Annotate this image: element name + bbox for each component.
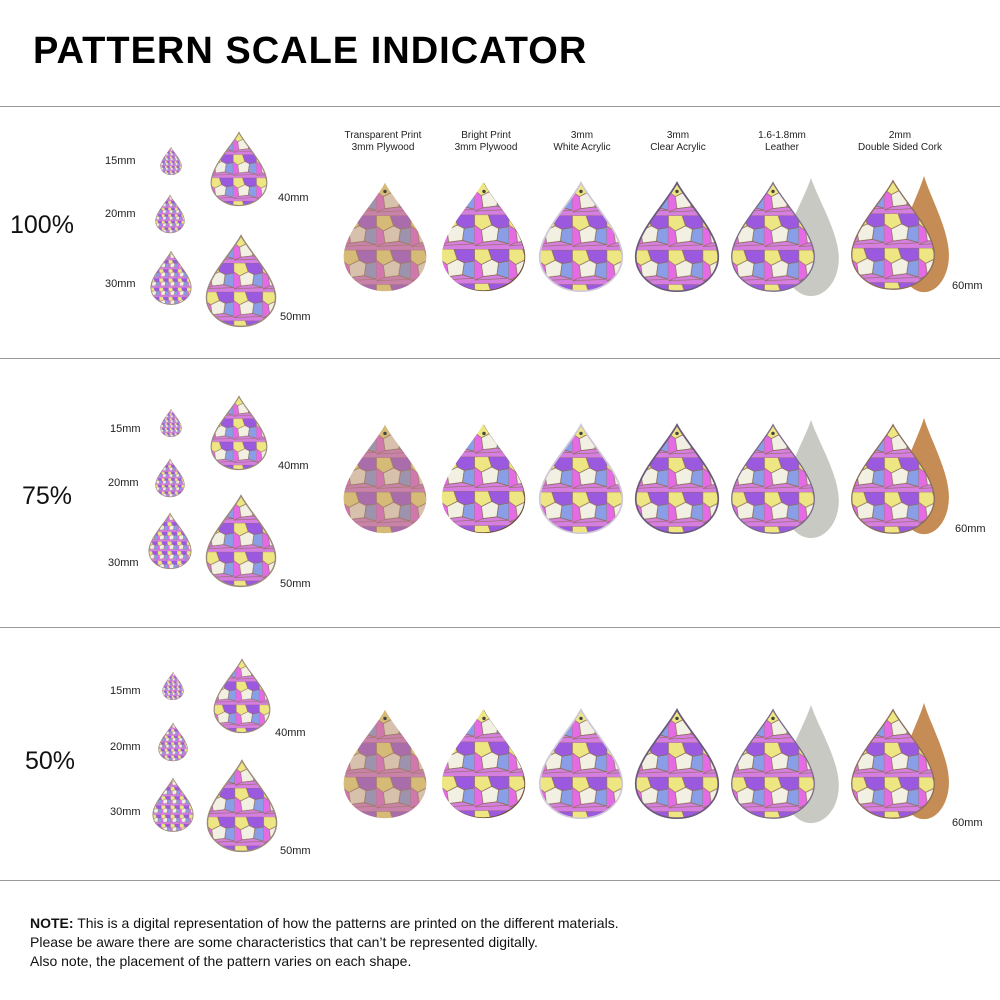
scale-row-100: 100% 15mm 20mm 30mm 40mm 50mm 60mm: [0, 108, 1000, 358]
size-label-50mm: 50mm: [280, 311, 311, 323]
scale-row-50: 50% 15mm 20mm 30mm 40mm 50mm 60mm: [0, 629, 1000, 879]
drop-sample-40mm: [210, 128, 268, 210]
size-label-20mm: 20mm: [108, 477, 139, 489]
drop-bright-plywood: [441, 176, 527, 298]
drop-sample-50mm: [205, 490, 277, 592]
drop-sample-15mm: [160, 146, 182, 176]
drop-leather: [730, 703, 816, 825]
drop-transparent-plywood: [342, 176, 428, 298]
size-label-40mm: 40mm: [275, 727, 306, 739]
size-label-60mm: 60mm: [952, 817, 983, 829]
drop-white-acrylic: [538, 418, 624, 540]
scale-label: 50%: [25, 747, 76, 775]
drop-sample-30mm: [150, 248, 192, 308]
size-label-30mm: 30mm: [108, 557, 139, 569]
drop-clear-acrylic: [634, 703, 720, 825]
drop-sample-15mm: [162, 671, 184, 701]
drop-sample-30mm: [152, 775, 194, 835]
size-label-15mm: 15mm: [110, 685, 141, 697]
size-label-15mm: 15mm: [105, 155, 136, 167]
drop-cork: [850, 703, 936, 825]
note-line-1: This is a digital representation of how …: [73, 915, 619, 931]
size-label-60mm: 60mm: [952, 280, 983, 292]
drop-sample-50mm: [206, 755, 278, 857]
size-label-15mm: 15mm: [110, 423, 141, 435]
drop-cork: [850, 418, 936, 540]
drop-clear-acrylic: [634, 176, 720, 298]
note-line-3: Also note, the placement of the pattern …: [30, 953, 412, 969]
note-line-2: Please be aware there are some character…: [30, 934, 538, 950]
drop-leather: [730, 176, 816, 298]
material-label-cork: 2mm Double Sided Cork: [858, 130, 942, 153]
size-label-30mm: 30mm: [110, 806, 141, 818]
drop-transparent-plywood: [342, 703, 428, 825]
drop-white-acrylic: [538, 176, 624, 298]
drop-bright-plywood: [441, 418, 527, 540]
material-label-leather: 1.6-1.8mm Leather: [758, 130, 806, 153]
divider-2: [0, 627, 1000, 628]
note-text: NOTE: This is a digital representation o…: [30, 914, 619, 971]
drop-sample-40mm: [210, 392, 268, 474]
drop-bright-plywood: [441, 703, 527, 825]
scale-label: 100%: [10, 211, 74, 239]
material-label-bright-plywood: Bright Print 3mm Plywood: [454, 130, 518, 153]
drop-cork: [850, 174, 936, 296]
top-divider: [0, 106, 1000, 107]
size-label-40mm: 40mm: [278, 192, 309, 204]
divider-1: [0, 358, 1000, 359]
drop-sample-20mm: [155, 194, 185, 234]
drop-leather: [730, 418, 816, 540]
size-label-60mm: 60mm: [955, 523, 986, 535]
material-label-clear-acrylic: 3mm Clear Acrylic: [650, 130, 706, 153]
drop-sample-20mm: [158, 721, 188, 763]
size-label-20mm: 20mm: [110, 741, 141, 753]
bottom-divider: [0, 880, 1000, 881]
scale-label: 75%: [22, 482, 73, 510]
size-label-30mm: 30mm: [105, 278, 136, 290]
drop-sample-30mm: [148, 510, 192, 572]
material-label-transparent-plywood: Transparent Print 3mm Plywood: [344, 130, 422, 153]
drop-transparent-plywood: [342, 418, 428, 540]
material-label-white-acrylic: 3mm White Acrylic: [553, 130, 611, 153]
size-label-20mm: 20mm: [105, 208, 136, 220]
note-label: NOTE:: [30, 915, 74, 931]
size-label-40mm: 40mm: [278, 460, 309, 472]
drop-white-acrylic: [538, 703, 624, 825]
drop-sample-40mm: [213, 655, 271, 737]
drop-sample-15mm: [160, 408, 182, 438]
size-label-50mm: 50mm: [280, 578, 311, 590]
drop-clear-acrylic: [634, 418, 720, 540]
drop-sample-20mm: [155, 457, 185, 499]
drop-sample-50mm: [205, 230, 277, 332]
size-label-50mm: 50mm: [280, 845, 311, 857]
scale-row-75: 75% 15mm 20mm 30mm 40mm 50mm 60mm: [0, 360, 1000, 610]
page-title: PATTERN SCALE INDICATOR: [33, 30, 588, 72]
